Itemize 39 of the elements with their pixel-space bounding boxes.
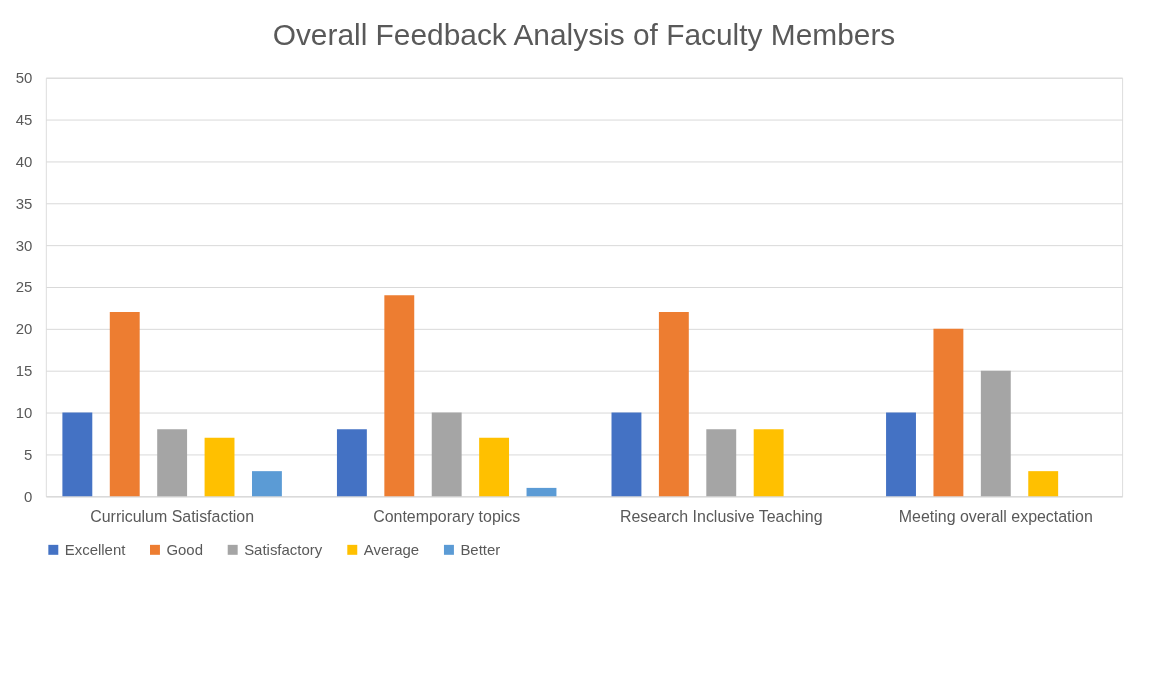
legend-label: Average	[363, 540, 420, 558]
y-tick-label: 5	[24, 445, 33, 463]
bar	[62, 412, 93, 497]
bar	[658, 312, 689, 497]
bar	[706, 429, 737, 497]
legend-label: Better	[460, 540, 501, 558]
x-tick-label: Meeting overall expectation	[898, 507, 1093, 525]
y-tick-label: 40	[15, 152, 33, 170]
y-tick-label: 35	[15, 194, 33, 212]
bar	[753, 429, 784, 497]
bar	[384, 295, 415, 497]
legend-label: Excellent	[64, 540, 127, 558]
bar	[204, 437, 235, 497]
y-tick-label: 0	[24, 487, 33, 505]
y-tick-label: 45	[15, 111, 33, 129]
y-tick-label: 20	[15, 320, 33, 338]
x-tick-label: Contemporary topics	[373, 507, 521, 525]
bar	[526, 487, 557, 497]
bar	[933, 328, 964, 497]
bar	[157, 429, 188, 497]
legend-label: Satisfactory	[244, 540, 323, 558]
bar	[479, 437, 510, 497]
bar	[611, 412, 642, 497]
legend-label: Good	[166, 540, 203, 558]
bar	[1028, 471, 1059, 497]
x-tick-label: Curriculum Satisfaction	[90, 507, 255, 525]
x-tick-label: Research Inclusive Teaching	[619, 507, 823, 525]
y-tick-label: 25	[15, 278, 33, 296]
bar	[336, 429, 367, 497]
bar	[431, 412, 462, 497]
y-tick-label: 30	[15, 236, 33, 254]
bar	[251, 471, 282, 497]
bar	[980, 370, 1011, 497]
chart-title: Overall Feedback Analysis of Faculty Members	[272, 17, 896, 51]
y-tick-label: 10	[15, 404, 33, 422]
y-tick-label: 15	[15, 362, 33, 380]
y-tick-label: 50	[15, 69, 33, 87]
bar	[109, 312, 140, 497]
bar	[886, 412, 916, 497]
